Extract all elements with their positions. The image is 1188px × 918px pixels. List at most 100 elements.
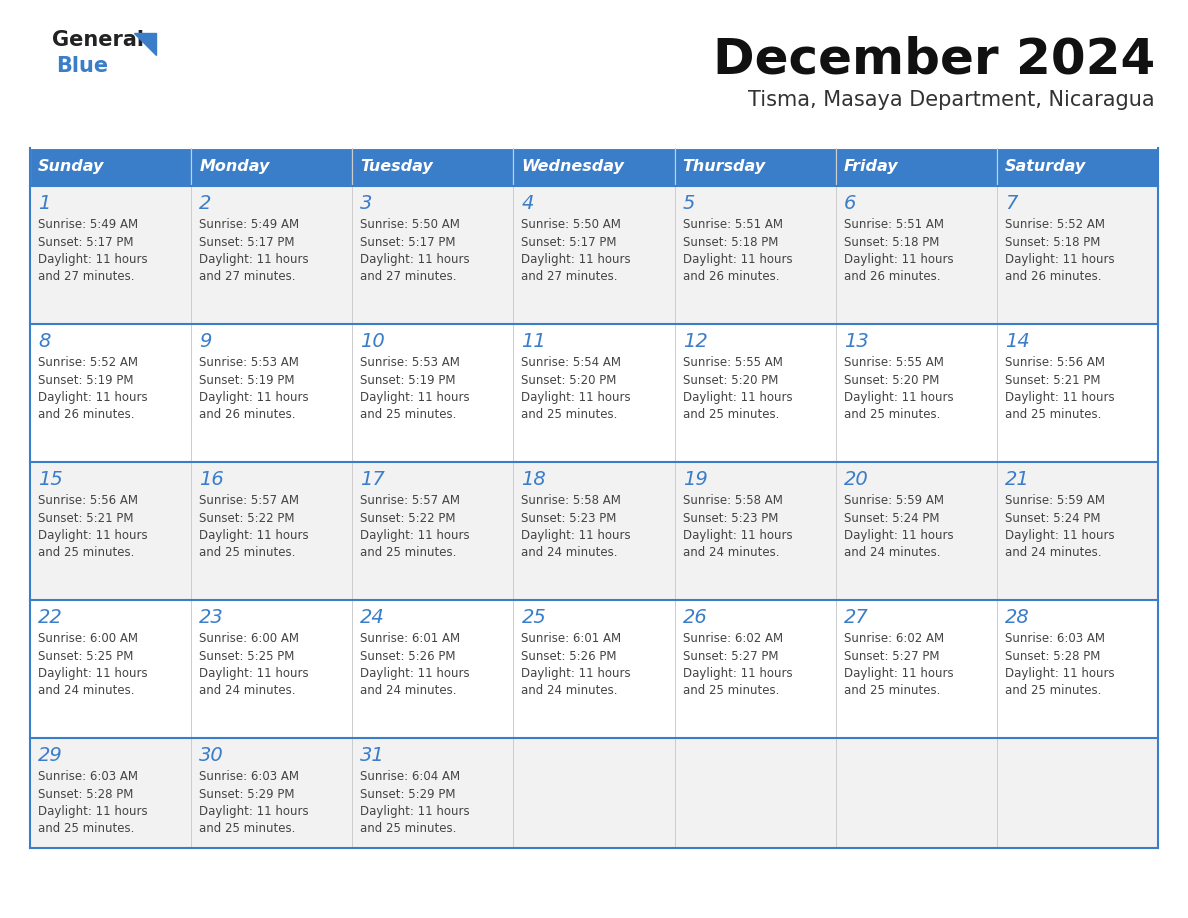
Text: Daylight: 11 hours: Daylight: 11 hours	[360, 805, 470, 818]
Text: Daylight: 11 hours: Daylight: 11 hours	[522, 529, 631, 542]
Text: Sunset: 5:19 PM: Sunset: 5:19 PM	[360, 374, 456, 386]
Text: Sunrise: 6:00 AM: Sunrise: 6:00 AM	[38, 632, 138, 645]
Text: Daylight: 11 hours: Daylight: 11 hours	[38, 805, 147, 818]
Text: Sunrise: 5:56 AM: Sunrise: 5:56 AM	[38, 494, 138, 507]
Text: 5: 5	[683, 194, 695, 213]
Text: 16: 16	[200, 470, 225, 489]
Text: Daylight: 11 hours: Daylight: 11 hours	[38, 253, 147, 266]
Text: Sunrise: 6:01 AM: Sunrise: 6:01 AM	[522, 632, 621, 645]
Text: Sunset: 5:24 PM: Sunset: 5:24 PM	[1005, 511, 1100, 524]
Text: Sunrise: 5:49 AM: Sunrise: 5:49 AM	[200, 218, 299, 231]
Text: General: General	[52, 30, 144, 50]
Text: December 2024: December 2024	[713, 35, 1155, 83]
Text: Sunrise: 6:04 AM: Sunrise: 6:04 AM	[360, 770, 461, 783]
Text: Sunset: 5:29 PM: Sunset: 5:29 PM	[200, 788, 295, 800]
Text: Sunset: 5:19 PM: Sunset: 5:19 PM	[200, 374, 295, 386]
Text: Sunset: 5:25 PM: Sunset: 5:25 PM	[38, 650, 133, 663]
Text: Sunset: 5:26 PM: Sunset: 5:26 PM	[360, 650, 456, 663]
Text: Daylight: 11 hours: Daylight: 11 hours	[843, 667, 954, 680]
Text: Sunrise: 5:57 AM: Sunrise: 5:57 AM	[360, 494, 460, 507]
Bar	[835, 148, 997, 186]
Text: and 25 minutes.: and 25 minutes.	[38, 546, 134, 559]
Text: Wednesday: Wednesday	[522, 160, 625, 174]
Text: 3: 3	[360, 194, 373, 213]
Text: Sunday: Sunday	[38, 160, 105, 174]
Text: Daylight: 11 hours: Daylight: 11 hours	[200, 667, 309, 680]
Text: and 25 minutes.: and 25 minutes.	[200, 823, 296, 835]
Text: and 24 minutes.: and 24 minutes.	[38, 685, 134, 698]
Text: Sunset: 5:21 PM: Sunset: 5:21 PM	[38, 511, 133, 524]
Text: and 27 minutes.: and 27 minutes.	[38, 271, 134, 284]
Text: Sunrise: 6:02 AM: Sunrise: 6:02 AM	[683, 632, 783, 645]
Text: Daylight: 11 hours: Daylight: 11 hours	[200, 391, 309, 404]
Text: Sunrise: 5:58 AM: Sunrise: 5:58 AM	[522, 494, 621, 507]
Text: Saturday: Saturday	[1005, 160, 1086, 174]
Text: Sunset: 5:27 PM: Sunset: 5:27 PM	[683, 650, 778, 663]
Text: and 26 minutes.: and 26 minutes.	[843, 271, 940, 284]
Text: 13: 13	[843, 332, 868, 351]
Text: Sunrise: 6:02 AM: Sunrise: 6:02 AM	[843, 632, 944, 645]
Text: Sunset: 5:23 PM: Sunset: 5:23 PM	[683, 511, 778, 524]
Text: and 25 minutes.: and 25 minutes.	[200, 546, 296, 559]
Text: Sunset: 5:28 PM: Sunset: 5:28 PM	[38, 788, 133, 800]
Text: Sunset: 5:28 PM: Sunset: 5:28 PM	[1005, 650, 1100, 663]
Text: Sunset: 5:22 PM: Sunset: 5:22 PM	[360, 511, 456, 524]
Text: Daylight: 11 hours: Daylight: 11 hours	[522, 253, 631, 266]
Text: 10: 10	[360, 332, 385, 351]
Text: and 25 minutes.: and 25 minutes.	[1005, 685, 1101, 698]
Text: Sunset: 5:23 PM: Sunset: 5:23 PM	[522, 511, 617, 524]
Text: and 24 minutes.: and 24 minutes.	[360, 685, 457, 698]
Text: 1: 1	[38, 194, 50, 213]
Text: Sunset: 5:27 PM: Sunset: 5:27 PM	[843, 650, 940, 663]
Text: 17: 17	[360, 470, 385, 489]
Text: and 24 minutes.: and 24 minutes.	[200, 685, 296, 698]
Text: Tisma, Masaya Department, Nicaragua: Tisma, Masaya Department, Nicaragua	[748, 90, 1155, 110]
Text: 31: 31	[360, 746, 385, 765]
Text: Sunset: 5:17 PM: Sunset: 5:17 PM	[200, 236, 295, 249]
Text: and 24 minutes.: and 24 minutes.	[1005, 546, 1101, 559]
Text: 20: 20	[843, 470, 868, 489]
Text: Sunrise: 5:51 AM: Sunrise: 5:51 AM	[843, 218, 943, 231]
Text: Sunset: 5:20 PM: Sunset: 5:20 PM	[522, 374, 617, 386]
Text: Monday: Monday	[200, 160, 270, 174]
Text: 7: 7	[1005, 194, 1017, 213]
Text: Sunrise: 5:54 AM: Sunrise: 5:54 AM	[522, 356, 621, 369]
Text: 18: 18	[522, 470, 546, 489]
Text: Sunrise: 5:52 AM: Sunrise: 5:52 AM	[1005, 218, 1105, 231]
Text: Sunset: 5:17 PM: Sunset: 5:17 PM	[360, 236, 456, 249]
Text: Sunset: 5:18 PM: Sunset: 5:18 PM	[843, 236, 940, 249]
Text: and 25 minutes.: and 25 minutes.	[843, 409, 940, 421]
Text: Sunrise: 6:00 AM: Sunrise: 6:00 AM	[200, 632, 299, 645]
Text: and 25 minutes.: and 25 minutes.	[38, 823, 134, 835]
Text: Sunrise: 5:55 AM: Sunrise: 5:55 AM	[683, 356, 783, 369]
Text: 22: 22	[38, 608, 63, 627]
Text: and 27 minutes.: and 27 minutes.	[360, 271, 457, 284]
Text: Sunset: 5:18 PM: Sunset: 5:18 PM	[683, 236, 778, 249]
Bar	[30, 148, 191, 186]
Text: 30: 30	[200, 746, 225, 765]
Text: and 24 minutes.: and 24 minutes.	[522, 546, 618, 559]
Text: Daylight: 11 hours: Daylight: 11 hours	[360, 391, 470, 404]
Text: 4: 4	[522, 194, 533, 213]
Bar	[30, 738, 1158, 848]
Text: 29: 29	[38, 746, 63, 765]
Text: Sunset: 5:20 PM: Sunset: 5:20 PM	[683, 374, 778, 386]
Text: and 25 minutes.: and 25 minutes.	[683, 409, 779, 421]
Text: Daylight: 11 hours: Daylight: 11 hours	[683, 391, 792, 404]
Text: and 25 minutes.: and 25 minutes.	[360, 823, 456, 835]
Text: Daylight: 11 hours: Daylight: 11 hours	[522, 391, 631, 404]
Text: Daylight: 11 hours: Daylight: 11 hours	[200, 253, 309, 266]
Text: Sunrise: 5:53 AM: Sunrise: 5:53 AM	[360, 356, 460, 369]
Text: 8: 8	[38, 332, 50, 351]
Text: Daylight: 11 hours: Daylight: 11 hours	[360, 529, 470, 542]
Text: 14: 14	[1005, 332, 1030, 351]
Text: Daylight: 11 hours: Daylight: 11 hours	[38, 667, 147, 680]
Bar	[30, 462, 1158, 600]
Text: Daylight: 11 hours: Daylight: 11 hours	[360, 253, 470, 266]
Text: 9: 9	[200, 332, 211, 351]
Text: 27: 27	[843, 608, 868, 627]
Text: and 25 minutes.: and 25 minutes.	[1005, 409, 1101, 421]
Text: and 24 minutes.: and 24 minutes.	[843, 546, 940, 559]
Text: Sunset: 5:24 PM: Sunset: 5:24 PM	[843, 511, 940, 524]
Text: Daylight: 11 hours: Daylight: 11 hours	[843, 391, 954, 404]
